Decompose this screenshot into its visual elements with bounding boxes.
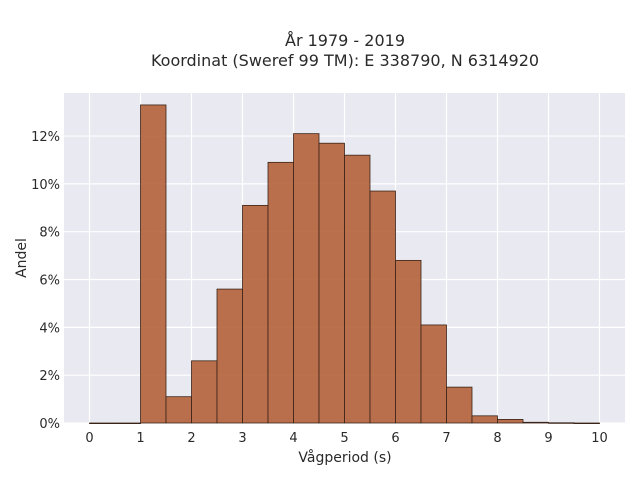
x-tick-label: 1 [136, 431, 144, 446]
histogram-bar [471, 415, 498, 424]
x-tick-label: 10 [591, 431, 608, 446]
histogram-bar [191, 360, 218, 424]
x-tick-label: 5 [340, 431, 348, 446]
x-tick-label: 2 [187, 431, 195, 446]
x-tick-label: 9 [544, 431, 552, 446]
x-tick-label: 0 [85, 431, 93, 446]
histogram-bar [140, 104, 167, 424]
bars [89, 104, 600, 425]
histogram-bar [114, 422, 141, 425]
histogram-bar [216, 288, 243, 424]
histogram-bar [165, 396, 192, 424]
x-axis-ticks: 0 1 2 3 4 5 6 7 8 9 10 [85, 431, 607, 446]
y-tick-label: 10% [31, 178, 60, 193]
histogram-bar [267, 161, 294, 424]
x-tick-label: 7 [442, 431, 450, 446]
histogram-bar [293, 133, 320, 424]
histogram-bar [318, 142, 345, 424]
histogram-bar [395, 259, 422, 424]
x-axis-label: Vågperiod (s) [298, 449, 391, 466]
histogram-bar [573, 422, 600, 425]
histogram-bar [446, 386, 473, 424]
y-tick-label: 0% [39, 417, 60, 432]
histogram-bar [89, 422, 116, 425]
y-tick-label: 8% [39, 226, 60, 241]
y-axis-ticks: 0% 2% 4% 6% 8% 10% 12% [31, 130, 60, 432]
histogram-bar [420, 324, 447, 424]
y-tick-label: 6% [39, 274, 60, 289]
histogram-bar [522, 421, 549, 424]
histogram-bar [242, 204, 269, 424]
histogram-bar [344, 154, 371, 424]
y-tick-label: 12% [31, 130, 60, 145]
histogram-bar [369, 190, 396, 424]
y-tick-label: 2% [39, 369, 60, 384]
x-tick-label: 3 [238, 431, 246, 446]
x-tick-label: 4 [289, 431, 297, 446]
chart-subtitle: Koordinat (Sweref 99 TM): E 338790, N 63… [151, 51, 539, 70]
y-tick-label: 4% [39, 321, 60, 336]
x-tick-label: 8 [493, 431, 501, 446]
x-tick-label: 6 [391, 431, 399, 446]
histogram-bar [497, 419, 524, 424]
y-axis-label: Andel [14, 238, 30, 278]
histogram-bar [548, 422, 575, 424]
chart-title: År 1979 - 2019 [285, 31, 405, 50]
